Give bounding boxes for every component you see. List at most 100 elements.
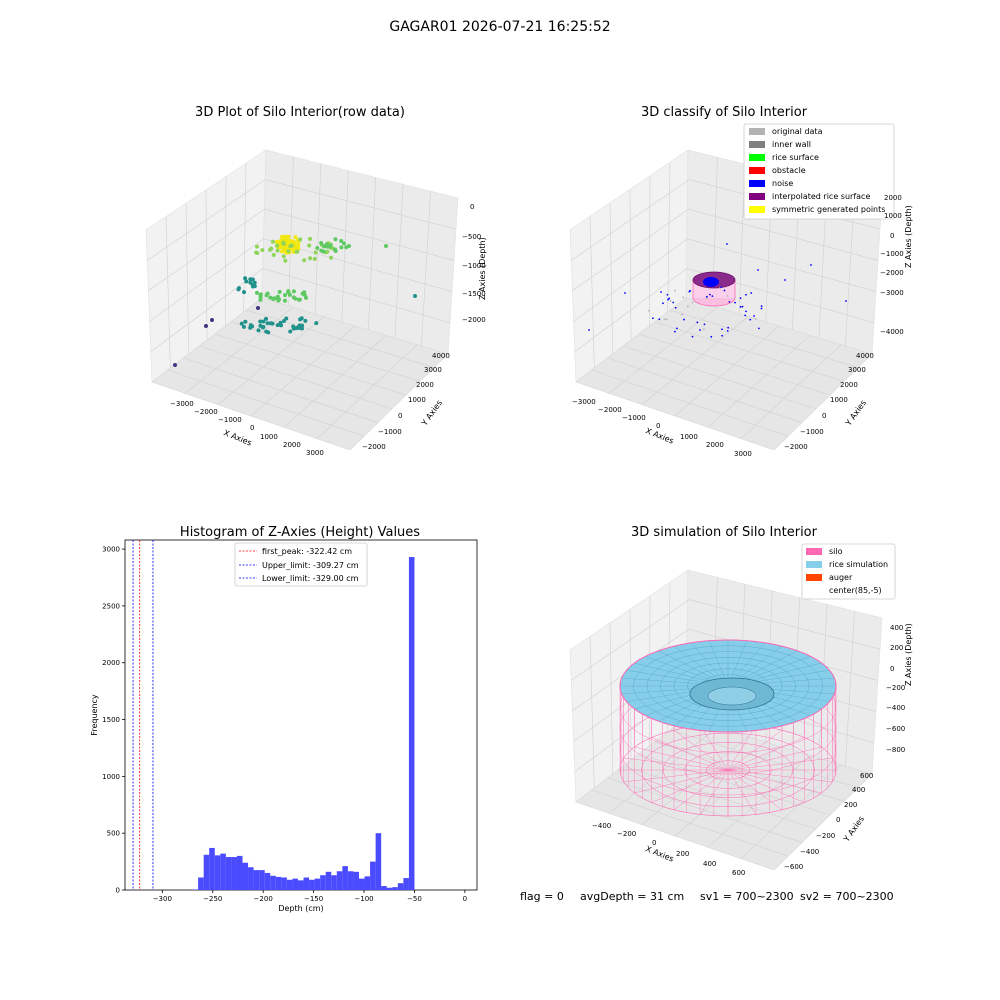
data-point	[254, 250, 259, 255]
scatter-points	[173, 234, 417, 367]
data-point	[314, 321, 319, 326]
data-point	[384, 244, 388, 248]
grid-line	[571, 179, 690, 261]
data-point	[282, 298, 287, 303]
y-tick-label: 2500	[102, 602, 120, 610]
data-point	[270, 239, 275, 244]
data-point	[674, 289, 677, 292]
grid-line	[217, 316, 325, 405]
y-tick-labels: −600 −400 −200 0 200 400 600	[784, 772, 873, 871]
data-point	[252, 284, 257, 289]
data-point	[687, 305, 689, 308]
legend-swatch	[749, 154, 765, 161]
data-point	[241, 324, 246, 329]
z-tick-label: −500	[462, 233, 481, 241]
y-tick-label: 2000	[416, 381, 434, 389]
data-point	[275, 323, 280, 328]
grid-lines	[571, 156, 881, 439]
y-tick-label: −1000	[800, 428, 824, 436]
scatter-points	[588, 243, 847, 338]
data-point	[281, 254, 286, 259]
z-tick-label: 2000	[884, 194, 902, 202]
grid-line	[283, 335, 387, 428]
data-point	[270, 321, 275, 326]
silo-spoke	[727, 769, 783, 810]
histogram-bar	[347, 871, 354, 890]
plot-area	[124, 539, 478, 891]
histogram-bar	[259, 870, 265, 890]
data-point	[303, 318, 308, 323]
data-point	[286, 249, 291, 254]
z-tick-label: 400	[890, 624, 903, 632]
panel-title: 3D classify of Silo Interior	[641, 105, 808, 120]
y-ticks: 0 500 1000 1500 2000 2500 3000	[102, 546, 125, 895]
y-tick-labels: −2000 −1000 0 1000 2000 3000 4000	[784, 352, 874, 451]
x-tick-label: −300	[153, 895, 172, 903]
grid-line	[148, 208, 265, 292]
data-point	[260, 248, 265, 253]
legend-swatch	[749, 128, 765, 135]
grid-line	[205, 189, 208, 341]
x-tick-label: 3000	[734, 450, 752, 458]
grid-line	[250, 325, 356, 417]
legend-label: obstacle	[772, 166, 806, 175]
data-point	[672, 301, 675, 304]
data-point	[705, 295, 708, 298]
x-tick-label: 400	[703, 860, 716, 868]
histogram-bar	[392, 887, 398, 890]
data-point	[254, 290, 259, 295]
data-point	[275, 248, 280, 253]
histogram-bar	[281, 877, 287, 890]
data-point	[745, 293, 747, 296]
data-point	[753, 315, 755, 317]
histogram-bar	[231, 857, 237, 890]
z-tick-label: −400	[886, 704, 905, 712]
data-point	[244, 279, 249, 284]
panel-simulation-3d: 3D simulation of Silo Interior silo rice…	[569, 525, 913, 877]
silo-spoke	[727, 730, 783, 771]
data-point	[265, 321, 270, 326]
data-point	[268, 295, 273, 300]
histogram-bar	[358, 878, 365, 890]
z-axis-label: Z Axies (Depth)	[478, 237, 487, 300]
legend-label: noise	[772, 179, 793, 188]
data-point	[279, 249, 284, 254]
histogram-bar	[309, 879, 315, 890]
data-point	[248, 280, 253, 285]
data-point	[726, 329, 729, 332]
y-tick-label: 200	[844, 801, 857, 809]
grid-line	[589, 216, 595, 369]
data-point	[264, 329, 269, 334]
data-point	[284, 316, 289, 321]
silo-spoke	[651, 737, 729, 771]
data-point	[709, 293, 711, 296]
data-point	[279, 244, 284, 249]
histogram-bar	[209, 847, 215, 890]
data-point	[298, 237, 303, 242]
data-point	[256, 328, 261, 333]
x-tick-label: 3000	[306, 449, 324, 457]
silo-spoke	[634, 769, 729, 794]
data-point	[280, 234, 285, 239]
data-point	[754, 317, 757, 320]
data-point	[662, 302, 664, 305]
legend-label: center(85,-5)	[829, 586, 882, 595]
grid-line	[589, 636, 595, 789]
x-tick-label: −150	[304, 895, 323, 903]
data-point	[674, 330, 676, 333]
data-point	[319, 241, 324, 246]
data-point	[333, 237, 338, 242]
grid-line	[421, 191, 431, 347]
z-tick-label: −600	[886, 725, 905, 733]
histogram-bar	[303, 877, 310, 890]
data-point	[281, 319, 286, 324]
x-ticks: −300 −250 −200 −150 −100 −50 0	[153, 890, 467, 903]
data-point	[243, 276, 248, 281]
grid-line	[667, 163, 671, 313]
z-tick-labels: −2000 −1500 −1000 −500 0	[462, 203, 486, 324]
data-point	[669, 299, 672, 302]
data-point	[739, 297, 742, 300]
y-tick-label: −1000	[378, 428, 402, 436]
data-point	[682, 296, 685, 299]
